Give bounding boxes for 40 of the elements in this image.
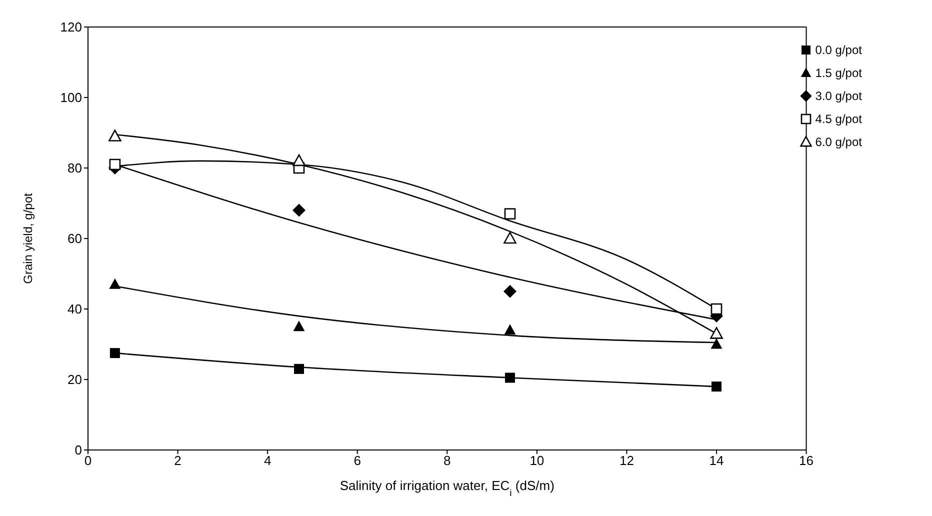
point	[292, 204, 306, 217]
legend-label: 1.5 g/pot	[815, 66, 862, 80]
point	[504, 372, 515, 383]
x-tick-label: 6	[354, 453, 361, 468]
legend-label: 0.0 g/pot	[815, 42, 862, 56]
x-tick-label: 12	[619, 453, 634, 468]
x-tick-label: 0	[84, 453, 92, 468]
x-axis-title: Salinity of irrigation water, EC$_{i}$ (dS/m)	[340, 478, 554, 498]
point	[294, 364, 304, 374]
y-tick-label: 60	[68, 231, 82, 246]
x-tick-label: 2	[174, 453, 182, 468]
y-axis-title: Grain yield, g/pot	[21, 192, 35, 284]
x-tick-label: 4	[264, 453, 272, 468]
point	[108, 130, 122, 142]
point	[110, 348, 120, 358]
legend-label: 6.0 g/pot	[815, 134, 862, 148]
legend-label: 4.5 g/pot	[815, 112, 862, 126]
x-tick-label: 10	[530, 453, 544, 468]
point	[293, 320, 305, 332]
point	[710, 303, 722, 315]
x-tick-label: 14	[709, 453, 724, 468]
y-tick-label: 0	[74, 442, 82, 458]
point	[504, 232, 516, 244]
y-tick-label: 100	[60, 90, 82, 106]
point	[503, 284, 516, 298]
point	[710, 327, 723, 339]
point	[109, 158, 121, 170]
y-tick-label: 20	[68, 372, 82, 388]
x-tick-label: 16	[799, 453, 814, 468]
point	[711, 382, 722, 392]
point	[710, 338, 722, 349]
legend-label: 3.0 g/pot	[815, 88, 862, 102]
y-tick-label: 80	[68, 160, 82, 176]
y-tick-label: 40	[68, 302, 82, 317]
point	[504, 208, 516, 220]
point	[504, 324, 516, 335]
x-tick-label: 8	[444, 453, 451, 468]
y-tick-label: 120	[60, 20, 82, 35]
point	[292, 154, 306, 166]
point	[109, 278, 121, 289]
